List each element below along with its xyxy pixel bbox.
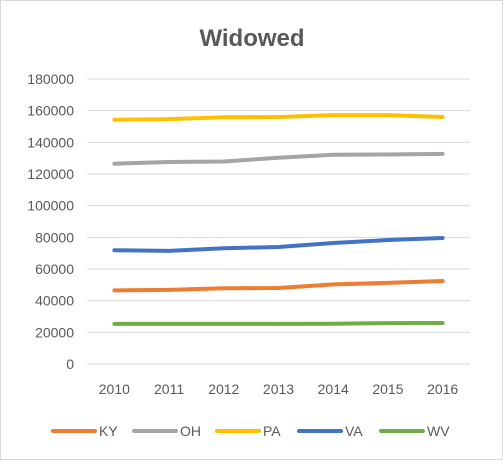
y-tick-label: 160000 [27, 103, 74, 119]
x-tick-label: 2013 [263, 381, 294, 397]
x-tick-label: 2010 [99, 381, 130, 397]
x-tick-label: 2015 [372, 381, 403, 397]
y-tick-label: 100000 [27, 198, 74, 214]
legend-label-oh: OH [180, 423, 201, 439]
y-tick-label: 120000 [27, 166, 74, 182]
y-tick-label: 40000 [35, 293, 74, 309]
legend-label-wv: WV [427, 423, 450, 439]
series-lines [112, 113, 445, 326]
y-tick-label: 80000 [35, 229, 74, 245]
chart-title: Widowed [199, 25, 304, 52]
y-tick-label: 60000 [35, 261, 74, 277]
series-line-pa [112, 113, 445, 122]
legend-label-ky: KY [99, 423, 118, 439]
y-tick-label: 140000 [27, 134, 74, 150]
series-line-oh [112, 151, 445, 166]
x-axis-tick-labels: 2010 2011 2012 2013 2014 2015 2016 [99, 381, 459, 397]
series-line-ky [112, 279, 445, 293]
x-tick-label: 2014 [318, 381, 349, 397]
legend-label-va: VA [345, 423, 363, 439]
y-tick-label: 180000 [27, 71, 74, 87]
legend-label-pa: PA [263, 423, 281, 439]
y-tick-label: 20000 [35, 324, 74, 340]
x-tick-label: 2011 [154, 381, 184, 397]
series-line-wv [112, 321, 445, 326]
y-tick-label: 0 [66, 356, 74, 372]
x-tick-label: 2016 [427, 381, 458, 397]
y-axis-tick-labels: 0 20000 40000 60000 80000 100000 120000 140000 1… [27, 71, 74, 372]
x-tick-label: 2012 [208, 381, 239, 397]
gridlines [87, 78, 470, 365]
legend: KY OH PA VA WV [51, 423, 450, 439]
series-line-va [112, 236, 445, 253]
